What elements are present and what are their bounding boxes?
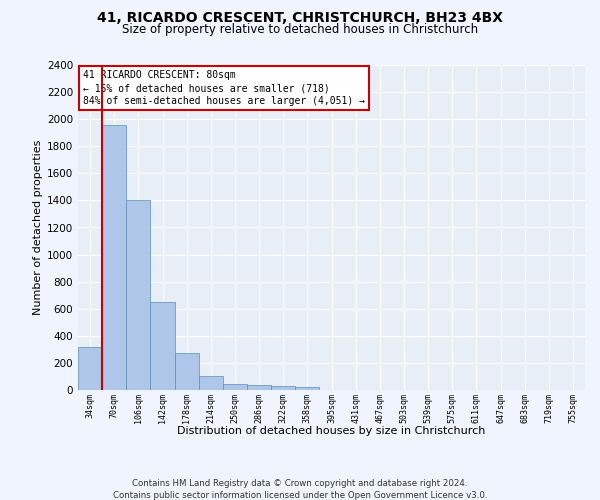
Bar (151, 302, 175, 390)
Bar (126, 200, 151, 390)
Text: Contains HM Land Registry data © Crown copyright and database right 2024.: Contains HM Land Registry data © Crown c… (132, 479, 468, 488)
Text: Contains public sector information licensed under the Open Government Licence v3: Contains public sector information licen… (113, 491, 487, 500)
Bar (247, 385, 271, 390)
X-axis label: Distribution of detached houses by size in Christchurch: Distribution of detached houses by size … (178, 426, 485, 436)
Text: 41, RICARDO CRESCENT, CHRISTCHURCH, BH23 4BX: 41, RICARDO CRESCENT, CHRISTCHURCH, BH23… (97, 11, 503, 25)
Text: Size of property relative to detached houses in Christchurch: Size of property relative to detached ho… (122, 22, 478, 36)
Bar (175, 354, 199, 390)
Bar (199, 376, 223, 390)
Bar (78, 346, 102, 390)
Bar (223, 384, 247, 390)
Bar (102, 124, 126, 390)
Text: 41 RICARDO CRESCENT: 80sqm
← 15% of detached houses are smaller (718)
84% of sem: 41 RICARDO CRESCENT: 80sqm ← 15% of deta… (83, 70, 365, 106)
Bar (271, 386, 295, 390)
Y-axis label: Number of detached properties: Number of detached properties (33, 140, 43, 315)
Bar (295, 388, 319, 390)
